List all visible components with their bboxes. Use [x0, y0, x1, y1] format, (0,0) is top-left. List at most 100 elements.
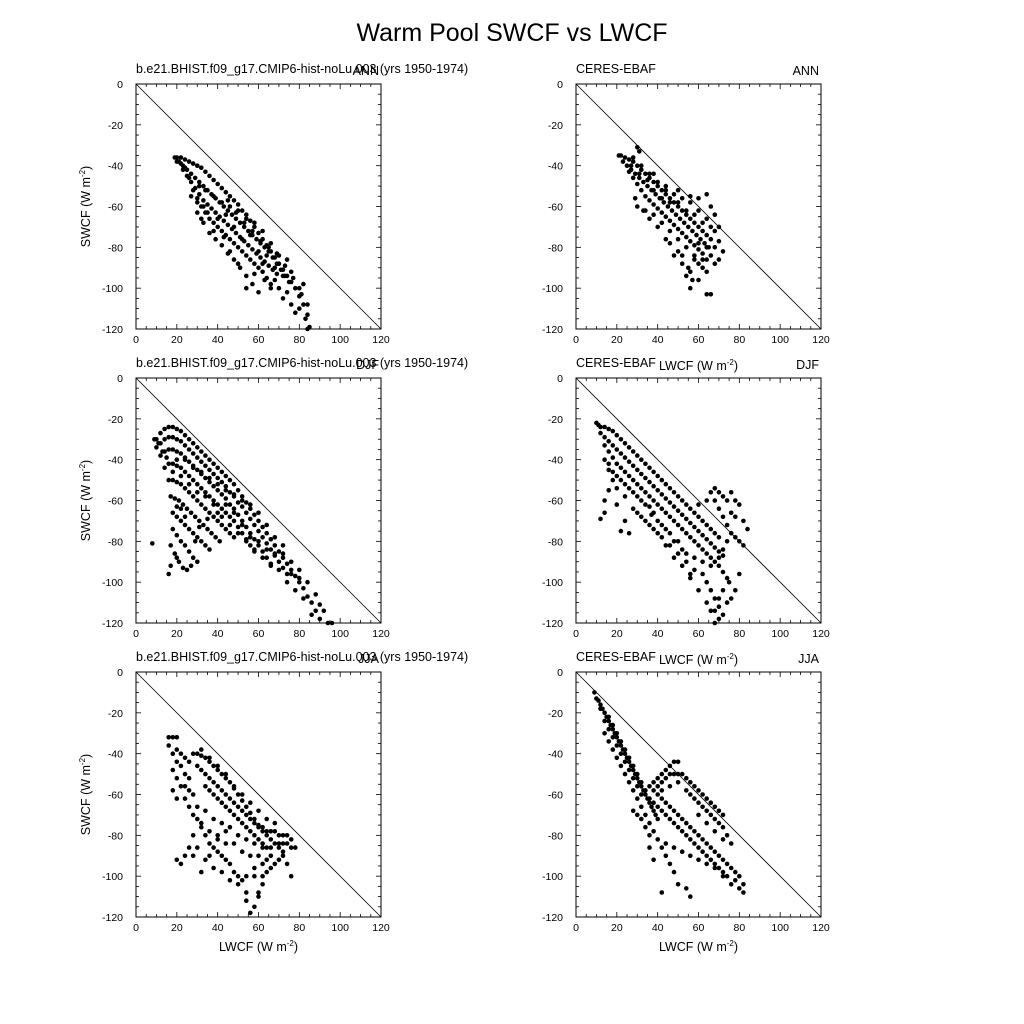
data-point: [708, 800, 714, 805]
data-point: [195, 200, 200, 205]
data-point: [162, 426, 167, 432]
data-point: [639, 816, 644, 822]
data-point: [174, 479, 180, 485]
data-point: [659, 492, 665, 497]
y-tick-label: -100: [102, 577, 123, 589]
y-axis-title: SWCF (W m-2): [78, 166, 93, 247]
data-point: [716, 820, 722, 826]
data-point: [199, 502, 204, 507]
data-point: [178, 473, 184, 479]
data-point: [203, 463, 208, 469]
data-point: [264, 857, 270, 863]
data-point: [272, 265, 278, 271]
data-point: [288, 567, 294, 573]
data-point: [663, 510, 669, 516]
tick-marks: [135, 83, 382, 330]
data-point: [297, 575, 302, 581]
x-tick-label: 100: [771, 334, 789, 346]
data-point: [231, 784, 237, 789]
data-point: [203, 169, 208, 175]
data-point: [203, 490, 208, 495]
data-point: [651, 808, 656, 814]
data-point: [626, 780, 632, 785]
data-point: [211, 177, 216, 183]
data-point: [684, 820, 689, 826]
data-point: [297, 567, 302, 573]
data-point: [663, 187, 669, 193]
data-point: [227, 780, 233, 785]
data-point: [712, 829, 718, 834]
data-point: [241, 224, 247, 230]
data-point: [260, 535, 265, 540]
data-point: [288, 559, 294, 565]
data-point: [704, 257, 709, 262]
data-point: [635, 181, 640, 187]
data-point: [733, 869, 738, 875]
data-point: [188, 510, 194, 516]
data-point: [622, 455, 628, 460]
data-point: [203, 543, 208, 548]
data-point: [663, 775, 669, 781]
y-tick-label: -60: [548, 790, 563, 802]
data-point: [182, 543, 188, 548]
data-point: [207, 216, 212, 222]
data-point: [203, 453, 208, 458]
data-point: [704, 192, 709, 197]
data-point: [219, 506, 225, 512]
data-point: [280, 273, 286, 279]
data-point: [733, 514, 738, 520]
data-point: [606, 714, 611, 720]
data-point: [231, 535, 237, 540]
data-point: [704, 292, 709, 297]
data-point: [681, 220, 687, 226]
data-point: [264, 845, 270, 850]
data-point: [622, 771, 628, 777]
data-point: [618, 751, 624, 756]
data-point: [256, 510, 261, 516]
data-point: [207, 755, 212, 761]
data-point: [675, 812, 681, 818]
data-point: [237, 265, 243, 271]
data-point: [610, 443, 616, 448]
data-point: [201, 522, 206, 528]
data-point: [630, 775, 636, 781]
data-point: [192, 175, 198, 181]
data-point: [692, 220, 697, 226]
data-point: [178, 439, 184, 444]
data-point: [679, 196, 685, 201]
data-point: [227, 514, 233, 520]
data-point: [675, 226, 681, 232]
data-point: [696, 247, 701, 252]
data-point: [647, 171, 652, 177]
data-point: [696, 543, 701, 548]
data-point: [197, 179, 202, 185]
data-point: [190, 451, 196, 456]
data-point: [655, 183, 660, 189]
data-point: [288, 269, 294, 275]
x-tick-label: 100: [771, 628, 789, 640]
data-point: [215, 475, 220, 481]
data-point: [264, 530, 270, 536]
data-point: [235, 873, 241, 879]
data-point: [651, 483, 656, 489]
data-point: [305, 594, 310, 599]
x-tick-label: 80: [293, 628, 305, 640]
data-point: [724, 833, 730, 838]
data-point: [280, 853, 286, 859]
data-point: [233, 216, 239, 222]
data-point: [663, 481, 669, 487]
y-tick-label: -80: [108, 830, 123, 842]
x-axis-title: LWCF (W m-2): [659, 358, 738, 373]
panel-left-label: CERES-EBAF: [576, 62, 656, 76]
data-point: [178, 751, 184, 756]
data-point: [630, 463, 636, 469]
data-point: [325, 620, 331, 626]
data-point: [260, 845, 265, 850]
data-point: [272, 277, 278, 283]
data-point: [679, 498, 685, 503]
data-point: [211, 502, 216, 507]
data-point: [256, 265, 261, 271]
data-point: [286, 279, 292, 285]
data-point: [170, 461, 176, 467]
data-point: [235, 488, 241, 493]
